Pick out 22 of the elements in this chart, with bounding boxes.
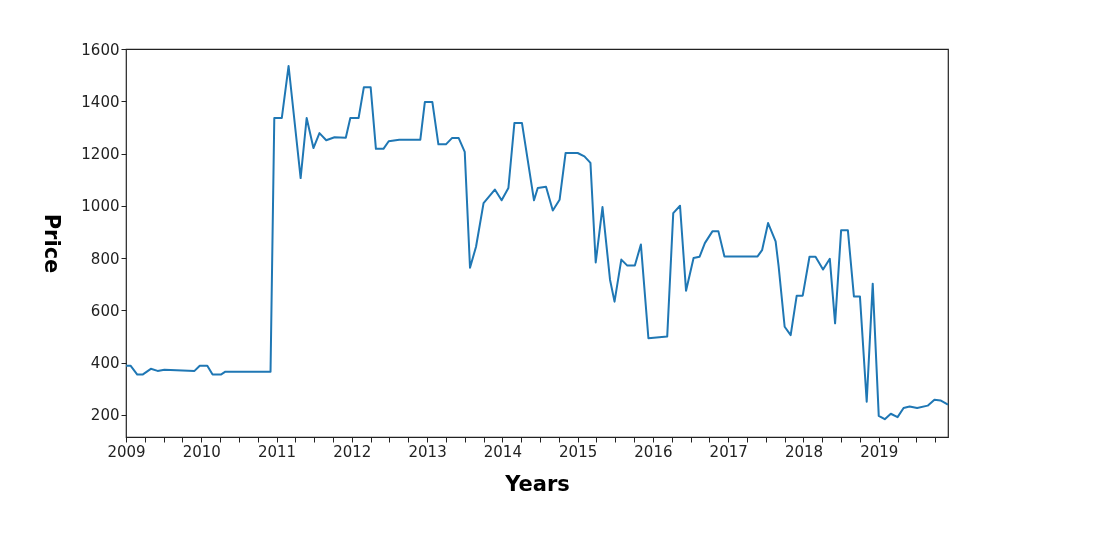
- y-tick-label: 1200: [81, 145, 120, 164]
- y-tick-label: 1000: [81, 197, 120, 216]
- x-tick-label: 2010: [182, 442, 221, 461]
- x-tick-label: 2017: [709, 442, 748, 461]
- y-tick-label: 400: [90, 354, 120, 373]
- x-tick-label: 2013: [408, 442, 447, 461]
- y-tick-label: 800: [90, 249, 120, 268]
- x-tick-label: 2019: [860, 442, 899, 461]
- y-tick-label: 1600: [81, 40, 120, 59]
- y-tick-label: 200: [90, 406, 120, 425]
- y-tick-label: 1400: [81, 92, 120, 111]
- x-tick-label: 2015: [559, 442, 598, 461]
- y-tick-label: 600: [90, 301, 120, 320]
- y-axis-title: Price: [40, 213, 65, 274]
- x-tick-label: 2012: [333, 442, 372, 461]
- line-series: [125, 64, 949, 421]
- x-axis-title: Years: [504, 471, 570, 496]
- x-tick-label: 2009: [107, 442, 146, 461]
- x-tick-label: 2016: [634, 442, 673, 461]
- x-tick-label: 2014: [483, 442, 522, 461]
- x-tick-label: 2018: [784, 442, 824, 461]
- x-tick-label: 2011: [257, 442, 297, 461]
